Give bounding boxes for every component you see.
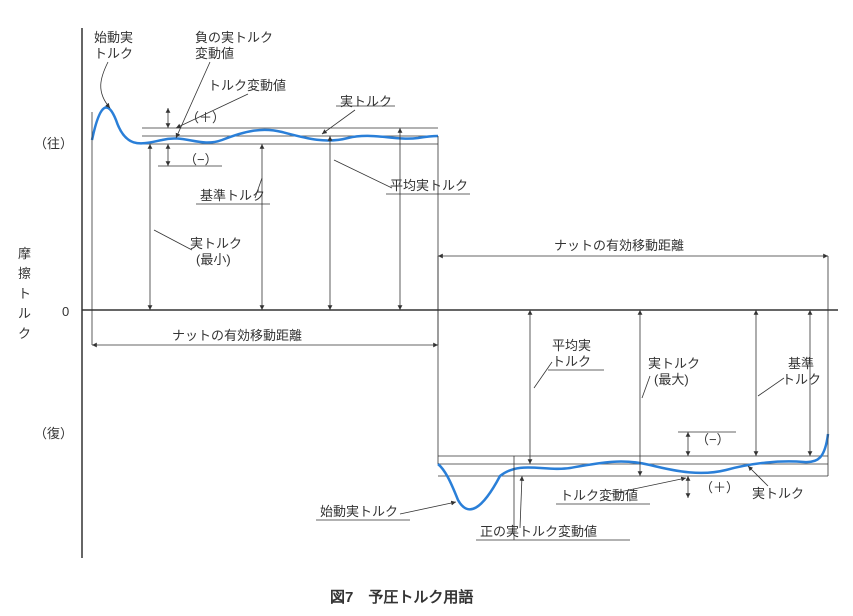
actual-min-l1: 実トルク bbox=[190, 236, 242, 251]
actual-min-l2: (最小) bbox=[196, 252, 231, 267]
avg-actual-fwd-leader bbox=[334, 160, 392, 188]
friction-label-3: ト bbox=[18, 286, 31, 301]
avg-actual-ret-l1: 平均実 bbox=[552, 338, 591, 353]
zero-marker: 0 bbox=[62, 304, 69, 319]
neg-fluct-l1: 負の実トルク bbox=[195, 30, 273, 45]
actual-max-l1: 実トルク bbox=[648, 356, 700, 371]
torque-fluct-fwd-label: トルク変動値 bbox=[208, 78, 286, 93]
friction-label-1: 摩 bbox=[18, 246, 31, 261]
neg-fluct-leader bbox=[176, 62, 210, 138]
actual-torque-fwd-leader bbox=[322, 110, 355, 134]
friction-label-4: ル bbox=[18, 306, 31, 321]
actual-max-l2: (最大) bbox=[654, 372, 689, 387]
fwd-plus-label: （＋） bbox=[186, 110, 225, 125]
ref-torque-fwd-label: 基準トルク bbox=[200, 188, 265, 203]
figure-caption: 図7 予圧トルク用語 bbox=[330, 588, 473, 606]
fwd-minus-label: （−） bbox=[184, 152, 218, 167]
pos-fluct-label: 正の実トルク変動値 bbox=[480, 524, 597, 539]
avg-actual-ret-l2: トルク bbox=[552, 354, 591, 369]
starting-torque-fwd-l1: 始動実 bbox=[94, 30, 133, 45]
ref-torque-ret-l2: トルク bbox=[782, 372, 821, 387]
avg-actual-fwd-label: 平均実トルク bbox=[390, 178, 468, 193]
y-axis-label: 摩 擦 ト ル ク bbox=[18, 246, 31, 341]
ref-torque-ret-leader bbox=[758, 378, 784, 396]
starting-torque-fwd-leader bbox=[101, 62, 110, 108]
starting-torque-fwd-l2: トルク bbox=[94, 46, 133, 61]
actual-torque-ret-label: 実トルク bbox=[752, 486, 804, 501]
fwd-nut-travel-label: ナットの有効移動距離 bbox=[172, 328, 302, 343]
forward-marker: （往） bbox=[34, 136, 73, 151]
friction-label-5: ク bbox=[18, 326, 31, 341]
ret-nut-travel-label: ナットの有効移動距離 bbox=[554, 238, 684, 253]
torque-fluct-ret-leader bbox=[610, 478, 686, 494]
fwd-curve bbox=[92, 107, 438, 143]
friction-label-2: 擦 bbox=[18, 266, 31, 281]
torque-diagram: 摩 擦 ト ル ク （往） 0 （復） ナットの有効移動距離 始動実 トルク 負… bbox=[0, 0, 853, 616]
starting-torque-ret-label: 始動実トルク bbox=[320, 504, 398, 519]
avg-actual-ret-leader bbox=[534, 362, 552, 388]
actual-torque-fwd-label: 実トルク bbox=[340, 94, 392, 109]
return-marker: （復） bbox=[34, 426, 73, 441]
starting-torque-ret-leader bbox=[400, 502, 456, 514]
pos-fluct-leader bbox=[520, 476, 522, 528]
actual-min-leader bbox=[154, 230, 192, 250]
ret-minus-label: （−） bbox=[696, 432, 730, 447]
neg-fluct-l2: 変動値 bbox=[195, 46, 234, 61]
actual-max-leader bbox=[642, 376, 650, 398]
ret-plus-label: （＋） bbox=[700, 480, 739, 495]
